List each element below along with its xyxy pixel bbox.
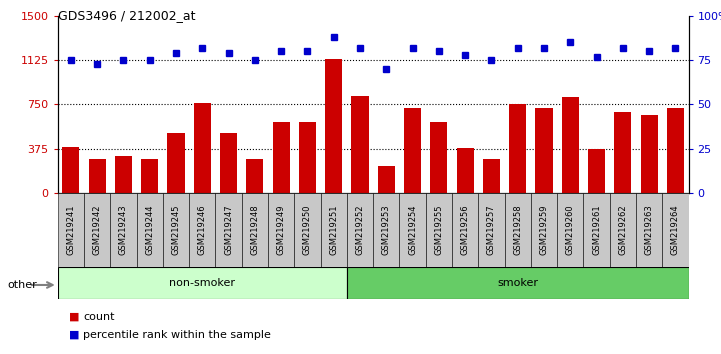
Bar	[110, 193, 136, 267]
Bar	[483, 159, 500, 193]
Text: GSM219243: GSM219243	[119, 205, 128, 256]
Text: GSM219250: GSM219250	[303, 205, 312, 255]
Bar	[536, 108, 552, 193]
Text: GSM219259: GSM219259	[539, 205, 549, 255]
Text: GSM219264: GSM219264	[671, 205, 680, 256]
Text: GSM219248: GSM219248	[250, 205, 260, 256]
Bar	[378, 166, 395, 193]
Text: ■: ■	[68, 312, 79, 322]
Text: GDS3496 / 212002_at: GDS3496 / 212002_at	[58, 9, 195, 22]
Bar	[404, 108, 421, 193]
Bar	[430, 122, 447, 193]
Bar	[373, 193, 399, 267]
Text: GSM219241: GSM219241	[66, 205, 75, 255]
Bar	[242, 193, 268, 267]
Bar	[216, 193, 242, 267]
Bar	[351, 96, 368, 193]
Text: GSM219251: GSM219251	[329, 205, 338, 255]
Bar	[167, 133, 185, 193]
Bar	[268, 193, 294, 267]
Bar	[425, 193, 452, 267]
Text: GSM219258: GSM219258	[513, 205, 522, 256]
Bar	[194, 103, 211, 193]
Bar	[84, 193, 110, 267]
Text: GSM219256: GSM219256	[461, 205, 469, 256]
Text: GSM219260: GSM219260	[566, 205, 575, 256]
Bar	[247, 159, 263, 193]
Text: GSM219263: GSM219263	[645, 205, 654, 256]
Text: GSM219254: GSM219254	[408, 205, 417, 255]
Text: smoker: smoker	[497, 278, 538, 288]
Text: GSM219257: GSM219257	[487, 205, 496, 256]
Text: GSM219255: GSM219255	[434, 205, 443, 255]
Bar	[163, 193, 189, 267]
Bar	[562, 97, 579, 193]
Bar	[58, 193, 84, 267]
Bar	[614, 112, 632, 193]
Bar	[452, 193, 478, 267]
Bar	[456, 148, 474, 193]
Bar	[294, 193, 321, 267]
Bar	[62, 147, 79, 193]
Bar	[505, 193, 531, 267]
Text: GSM219245: GSM219245	[172, 205, 180, 255]
Text: ■: ■	[68, 330, 79, 339]
Bar	[531, 193, 557, 267]
Text: GSM219261: GSM219261	[592, 205, 601, 256]
Bar	[557, 193, 583, 267]
Bar	[299, 122, 316, 193]
Bar	[58, 267, 347, 299]
Text: GSM219247: GSM219247	[224, 205, 233, 256]
Bar	[347, 267, 689, 299]
Bar	[347, 193, 373, 267]
Bar	[583, 193, 610, 267]
Bar	[141, 159, 158, 193]
Text: GSM219246: GSM219246	[198, 205, 207, 256]
Text: count: count	[83, 312, 115, 322]
Bar	[667, 108, 684, 193]
Bar	[189, 193, 216, 267]
Text: GSM219253: GSM219253	[381, 205, 391, 256]
Bar	[509, 104, 526, 193]
Text: non-smoker: non-smoker	[169, 278, 235, 288]
Bar	[478, 193, 505, 267]
Bar	[273, 122, 290, 193]
Bar	[321, 193, 347, 267]
Bar	[399, 193, 425, 267]
Bar	[89, 159, 106, 193]
Bar	[325, 59, 342, 193]
Bar	[220, 133, 237, 193]
Bar	[136, 193, 163, 267]
Text: other: other	[7, 280, 37, 290]
Text: GSM219262: GSM219262	[619, 205, 627, 256]
Bar	[636, 193, 663, 267]
Bar	[588, 149, 605, 193]
Text: GSM219252: GSM219252	[355, 205, 365, 255]
Bar	[640, 115, 658, 193]
Text: GSM219244: GSM219244	[145, 205, 154, 255]
Text: GSM219242: GSM219242	[92, 205, 102, 255]
Bar	[115, 156, 132, 193]
Text: GSM219249: GSM219249	[277, 205, 286, 255]
Text: percentile rank within the sample: percentile rank within the sample	[83, 330, 271, 339]
Bar	[610, 193, 636, 267]
Bar	[663, 193, 689, 267]
